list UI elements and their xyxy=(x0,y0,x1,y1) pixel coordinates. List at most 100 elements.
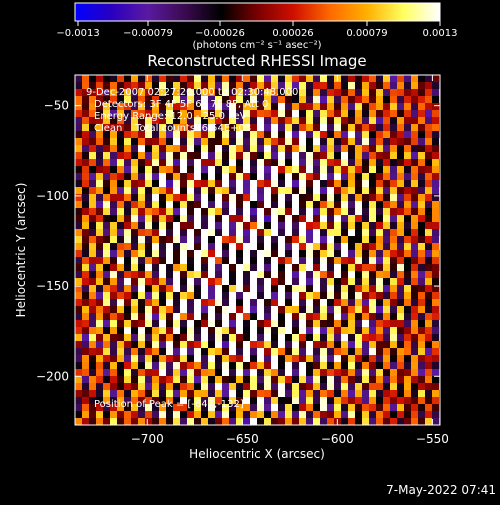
heatmap-cell xyxy=(159,75,167,83)
heatmap-cell xyxy=(397,292,405,300)
heatmap-cell xyxy=(250,82,258,90)
heatmap-cell xyxy=(306,131,314,139)
heatmap-cell xyxy=(208,306,216,314)
heatmap-cell xyxy=(166,257,174,265)
heatmap-cell xyxy=(110,152,118,160)
heatmap-cell xyxy=(180,348,188,356)
heatmap-cell xyxy=(397,131,405,139)
heatmap-cell xyxy=(292,82,300,90)
heatmap-cell xyxy=(313,264,321,272)
heatmap-cell xyxy=(103,75,111,83)
heatmap-cell xyxy=(411,201,419,209)
heatmap-cell xyxy=(138,292,146,300)
heatmap-cell xyxy=(292,397,300,405)
heatmap-cell xyxy=(418,208,426,216)
heatmap-cell xyxy=(208,341,216,349)
heatmap-cell xyxy=(411,257,419,265)
heatmap-cell xyxy=(75,334,83,342)
heatmap-cell xyxy=(278,138,286,146)
heatmap-cell xyxy=(292,348,300,356)
heatmap-cell xyxy=(341,89,349,97)
heatmap-cell xyxy=(131,96,139,104)
heatmap-cell xyxy=(131,89,139,97)
heatmap-cell xyxy=(201,320,209,328)
heatmap-cell xyxy=(75,418,83,425)
heatmap-cell xyxy=(418,299,426,307)
heatmap-cell xyxy=(320,236,328,244)
heatmap-cell xyxy=(418,96,426,104)
heatmap-cell xyxy=(411,264,419,272)
heatmap-cell xyxy=(376,124,384,132)
heatmap-cell xyxy=(159,355,167,363)
heatmap-cell xyxy=(334,292,342,300)
heatmap-cell xyxy=(355,334,363,342)
heatmap-cell xyxy=(82,369,90,377)
heatmap-cell xyxy=(390,362,398,370)
heatmap-cell xyxy=(271,348,279,356)
heatmap-cell xyxy=(376,271,384,279)
heatmap-cell xyxy=(215,327,223,335)
heatmap-cell xyxy=(383,341,391,349)
heatmap-cell xyxy=(131,355,139,363)
heatmap-cell xyxy=(201,411,209,419)
heatmap-cell xyxy=(236,89,244,97)
heatmap-cell xyxy=(334,152,342,160)
heatmap-cell xyxy=(250,376,258,384)
heatmap-cell xyxy=(320,75,328,83)
heatmap-cell xyxy=(355,229,363,237)
heatmap-cell xyxy=(96,327,104,335)
heatmap-cell xyxy=(138,299,146,307)
heatmap-cell xyxy=(124,397,132,405)
heatmap-cell xyxy=(243,376,251,384)
heatmap-cell xyxy=(425,103,433,111)
heatmap-cell xyxy=(355,89,363,97)
heatmap-cell xyxy=(292,173,300,181)
heatmap-cell xyxy=(173,278,181,286)
heatmap-cell xyxy=(75,355,83,363)
heatmap-cell xyxy=(131,376,139,384)
heatmap-cell xyxy=(432,89,440,97)
heatmap-cell xyxy=(187,334,195,342)
heatmap-cell xyxy=(327,187,335,195)
heatmap-cell xyxy=(383,138,391,146)
heatmap-cell xyxy=(159,257,167,265)
heatmap-cell xyxy=(299,75,307,83)
heatmap-cell xyxy=(201,334,209,342)
heatmap-cell xyxy=(208,418,216,425)
heatmap-cell xyxy=(124,173,132,181)
heatmap-cell xyxy=(341,103,349,111)
heatmap-cell xyxy=(145,306,153,314)
heatmap-cell xyxy=(89,278,97,286)
heatmap-cell xyxy=(390,82,398,90)
heatmap-cell xyxy=(306,376,314,384)
heatmap-cell xyxy=(236,397,244,405)
heatmap-cell xyxy=(348,341,356,349)
heatmap-cell xyxy=(404,117,412,125)
heatmap-cell xyxy=(411,278,419,286)
heatmap-cell xyxy=(313,194,321,202)
heatmap-cell xyxy=(334,180,342,188)
heatmap-cell xyxy=(131,187,139,195)
heatmap-cell xyxy=(201,173,209,181)
heatmap-cell xyxy=(75,222,83,230)
heatmap-cell xyxy=(327,264,335,272)
heatmap-cell xyxy=(89,222,97,230)
heatmap-cell xyxy=(425,138,433,146)
heatmap-cell xyxy=(208,201,216,209)
heatmap-cell xyxy=(110,397,118,405)
heatmap-cell xyxy=(166,75,174,83)
heatmap-cell xyxy=(229,187,237,195)
heatmap-cell xyxy=(236,75,244,83)
heatmap-cell xyxy=(341,250,349,258)
heatmap-cell xyxy=(418,124,426,132)
heatmap-cell xyxy=(152,320,160,328)
heatmap-cell xyxy=(243,397,251,405)
heatmap-cell xyxy=(110,327,118,335)
heatmap-cell xyxy=(110,96,118,104)
heatmap-cell xyxy=(82,117,90,125)
heatmap-cell xyxy=(110,166,118,174)
heatmap-cell xyxy=(208,299,216,307)
heatmap-cell xyxy=(285,264,293,272)
heatmap-cell xyxy=(166,299,174,307)
heatmap-cell xyxy=(229,152,237,160)
